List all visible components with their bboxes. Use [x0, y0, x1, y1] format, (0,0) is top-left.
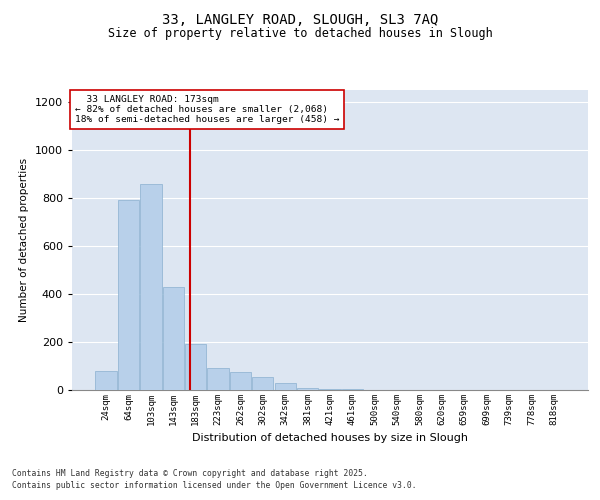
Bar: [319, 389, 341, 390]
Bar: [252, 377, 274, 390]
Bar: [208, 368, 229, 390]
Text: 33 LANGLEY ROAD: 173sqm  
← 82% of detached houses are smaller (2,068)
18% of se: 33 LANGLEY ROAD: 173sqm ← 82% of detache…: [74, 94, 339, 124]
Bar: [163, 287, 184, 390]
Text: Size of property relative to detached houses in Slough: Size of property relative to detached ho…: [107, 28, 493, 40]
Bar: [140, 184, 161, 390]
Bar: [275, 383, 296, 390]
Text: Contains HM Land Registry data © Crown copyright and database right 2025.: Contains HM Land Registry data © Crown c…: [12, 468, 368, 477]
Bar: [95, 371, 117, 390]
Bar: [230, 372, 251, 390]
Text: Contains public sector information licensed under the Open Government Licence v3: Contains public sector information licen…: [12, 481, 416, 490]
Bar: [118, 200, 139, 390]
Text: 33, LANGLEY ROAD, SLOUGH, SL3 7AQ: 33, LANGLEY ROAD, SLOUGH, SL3 7AQ: [162, 12, 438, 26]
X-axis label: Distribution of detached houses by size in Slough: Distribution of detached houses by size …: [192, 434, 468, 444]
Y-axis label: Number of detached properties: Number of detached properties: [19, 158, 29, 322]
Bar: [297, 388, 318, 390]
Bar: [185, 344, 206, 390]
